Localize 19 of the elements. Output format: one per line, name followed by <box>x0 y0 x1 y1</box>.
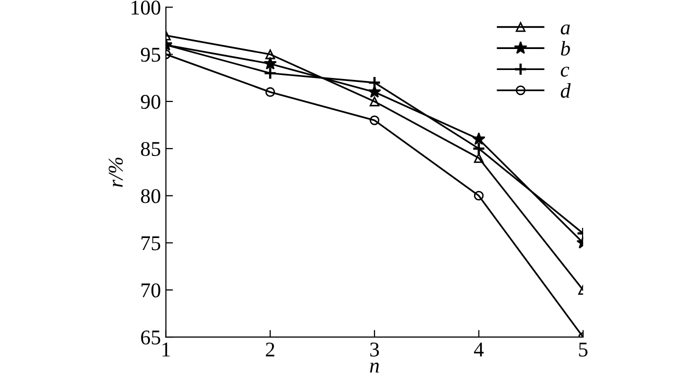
x-tick-label: 3 <box>370 342 379 357</box>
x-tick-label: 4 <box>474 342 484 356</box>
legend-label: d <box>560 83 571 98</box>
y-axis-title: r/% <box>108 158 123 187</box>
x-tick-label: 1 <box>162 342 170 356</box>
y-tick-label: 75 <box>142 236 160 250</box>
x-tick-label: 5 <box>579 342 588 357</box>
y-tick-label: 90 <box>140 94 160 109</box>
y-tick-label: 80 <box>141 189 160 204</box>
y-tick-label: 100 <box>132 0 160 15</box>
x-axis-title: n <box>370 362 379 372</box>
x-tick-label: 2 <box>266 342 274 356</box>
y-tick-label: 85 <box>141 142 160 156</box>
legend-label: c <box>560 66 570 77</box>
legend-label: a <box>560 24 570 35</box>
y-tick-label: 95 <box>140 48 160 62</box>
legend-label: b <box>560 40 570 56</box>
y-tick-label: 70 <box>142 283 160 298</box>
y-tick-label: 65 <box>141 330 160 344</box>
